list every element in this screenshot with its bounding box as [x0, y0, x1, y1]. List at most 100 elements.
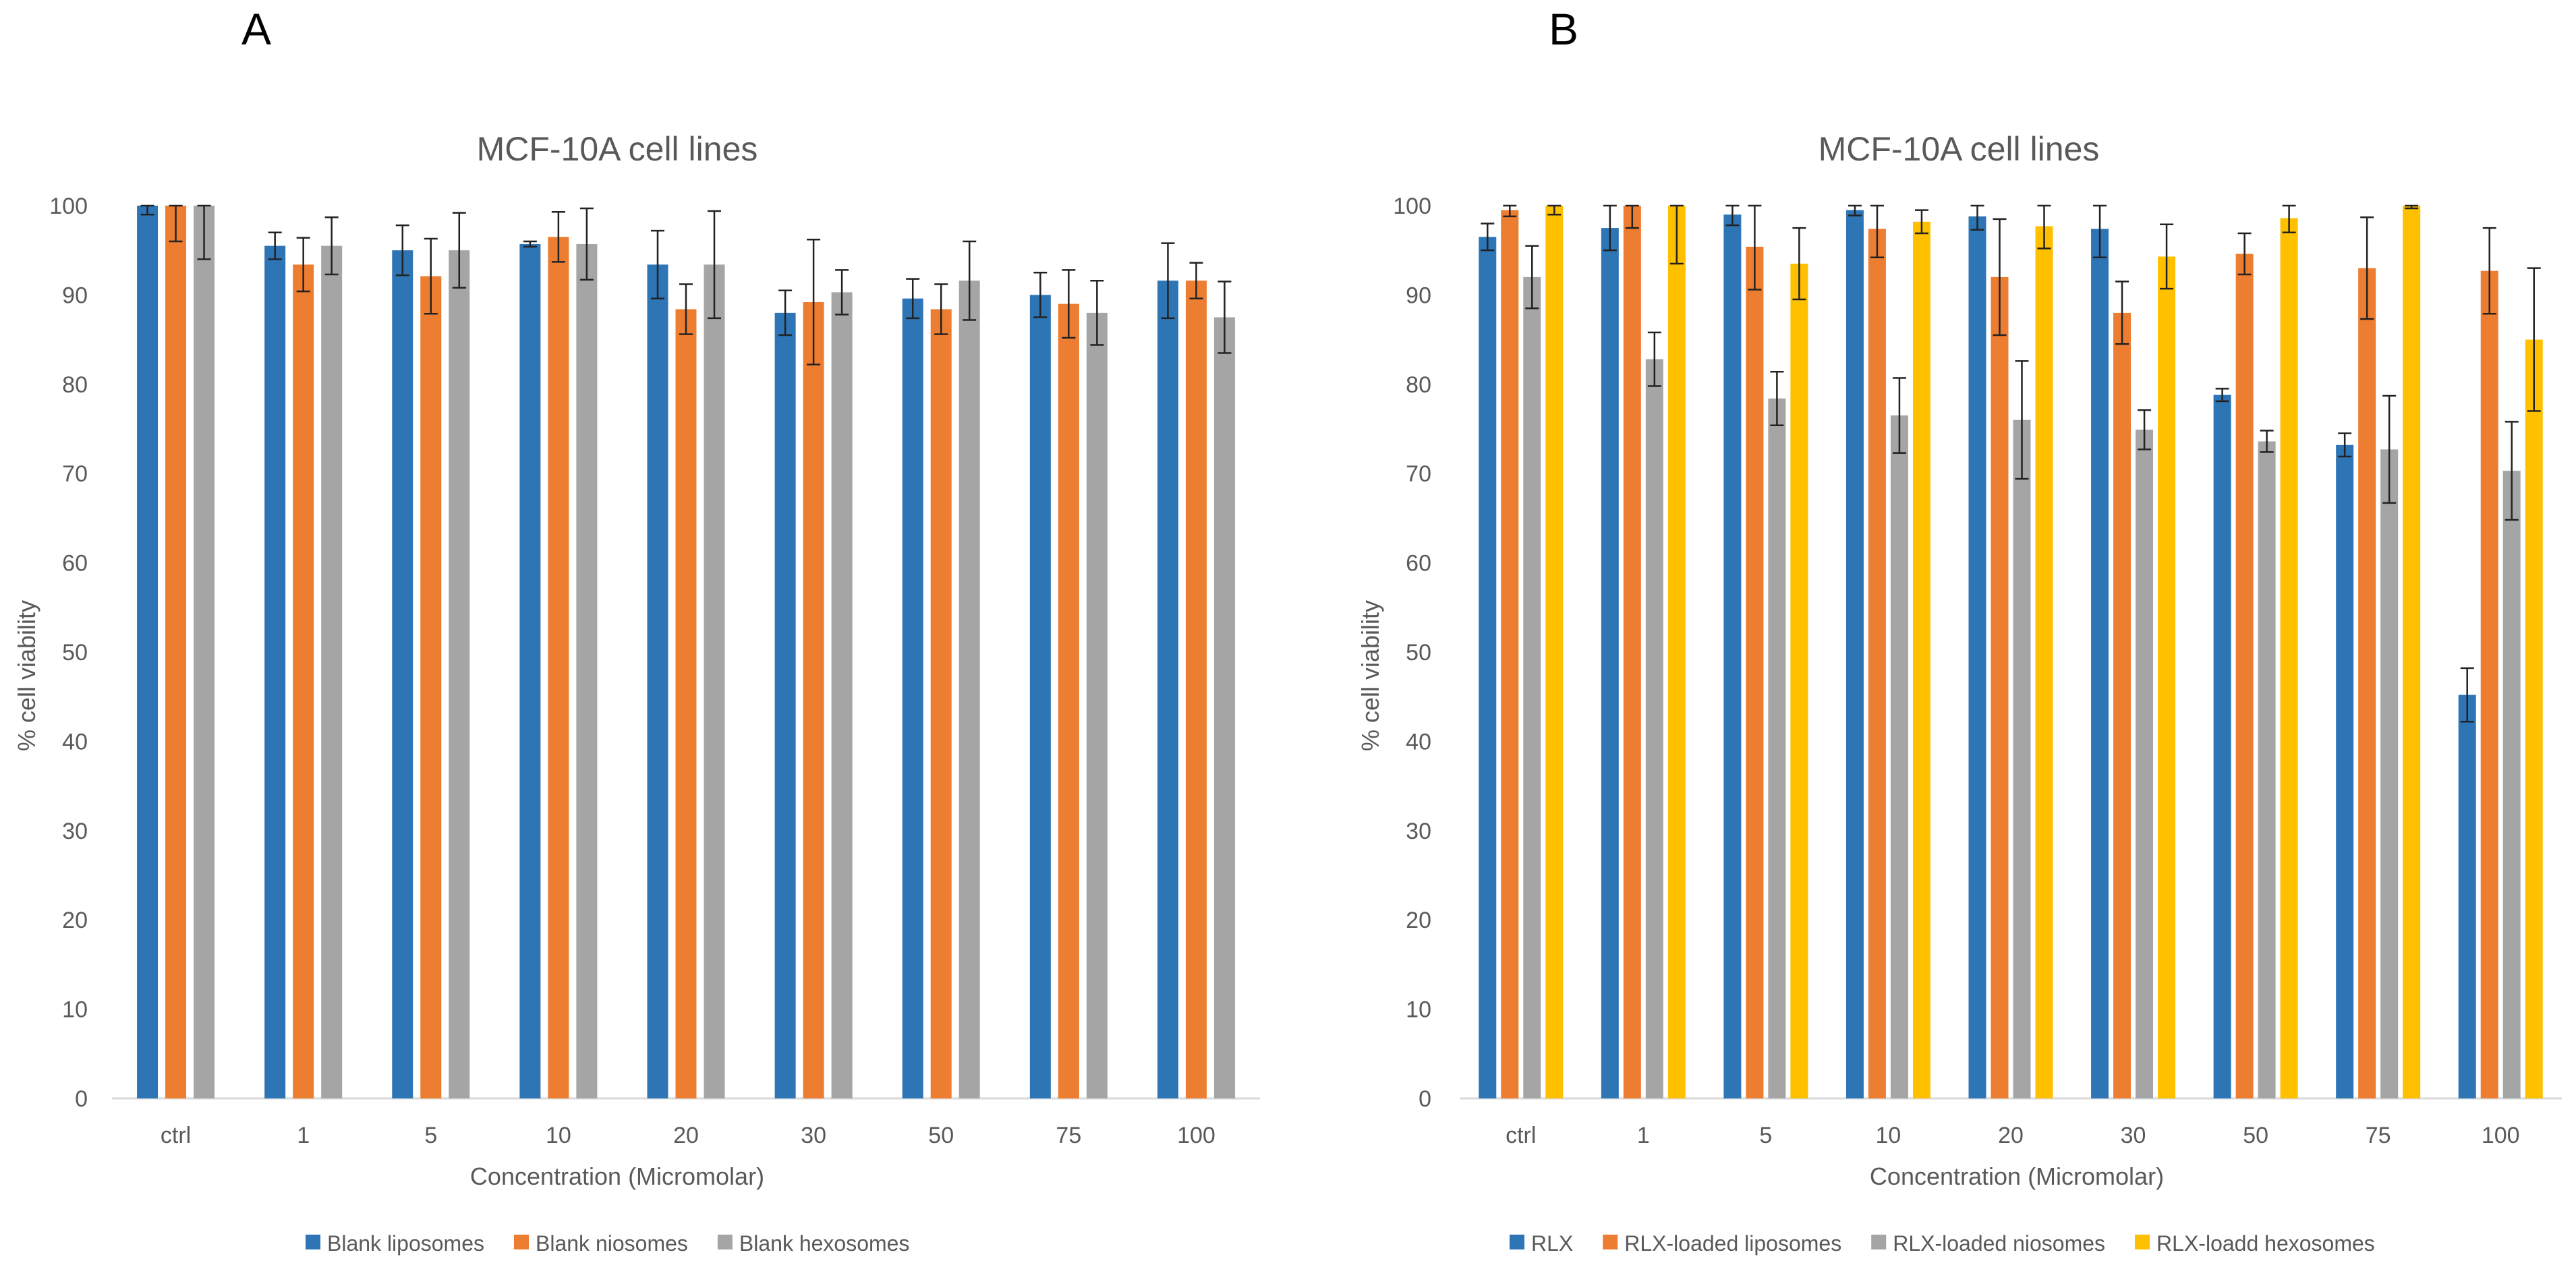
panel-a-bar — [1213, 317, 1235, 1098]
panel-a-bar — [1029, 295, 1051, 1098]
panel-b-bar — [1723, 214, 1742, 1098]
panel-a-bar — [704, 264, 725, 1098]
panel-a-x-tick-label: 30 — [801, 1123, 826, 1148]
panel-b-bar — [2035, 226, 2053, 1098]
panel-b-x-tick-label: 20 — [1998, 1123, 2024, 1148]
panel-a-legend-label: Blank liposomes — [327, 1231, 484, 1256]
panel-b-legend-swatch — [1510, 1235, 1524, 1249]
panel-b-bar — [2502, 471, 2521, 1098]
panel-a-legend-label: Blank niosomes — [536, 1231, 688, 1256]
panel-a-x-tick-label: 5 — [424, 1123, 437, 1148]
panel-a-x-tick-label: 75 — [1056, 1123, 1081, 1148]
panel-b-y-tick-label: 50 — [1406, 640, 1431, 666]
panel-b-y-axis-label: % cell viability — [1356, 600, 1384, 751]
panel-a-bar — [519, 243, 541, 1098]
panel-a-y-tick-label: 10 — [62, 997, 88, 1023]
panel-b-y-tick-label: 90 — [1406, 283, 1431, 308]
panel-a-y-tick-label: 100 — [49, 194, 88, 219]
panel-b-bar — [2213, 394, 2231, 1098]
panel-a-bar — [548, 237, 569, 1099]
panel-a-x-tick-label: 50 — [928, 1123, 954, 1148]
panel-a-bar — [1157, 281, 1178, 1098]
panel-b-bar — [1768, 398, 1786, 1098]
panel-b-bar — [1623, 206, 1641, 1098]
panel-b-legend-swatch — [1871, 1235, 1887, 1249]
panel-a-x-tick-label: 10 — [546, 1123, 571, 1148]
panel-a-x-tick-label: 20 — [673, 1123, 699, 1148]
panel-a-x-tick-label: 1 — [297, 1123, 310, 1148]
panel-a-bar — [264, 245, 286, 1099]
panel-b-plot: 0 10 20 30 40 50 60 70 80 90 100 ctrl 1 5 10 20 30 50 75 10… — [1393, 194, 2543, 1148]
panel-b-x-axis-label: Concentration (Micromolar) — [1870, 1162, 2164, 1190]
panel-a-bar — [675, 309, 697, 1099]
panel-a-bar — [194, 206, 215, 1098]
panel-a-bar — [647, 264, 668, 1098]
panel-b-bar — [1667, 206, 1686, 1098]
panel-b-bar — [2525, 339, 2543, 1099]
panel-b-x-tick-label: 5 — [1759, 1123, 1772, 1148]
panel-b-y-tick-label: 30 — [1406, 819, 1431, 844]
panel-b-bar — [1523, 276, 1541, 1098]
panel-b-bar — [1912, 221, 1930, 1098]
panel-b: B MCF-10A cell lines % cell viability Co… — [1356, 4, 2562, 1256]
panel-a-x-axis-label: Concentration (Micromolar) — [470, 1162, 764, 1190]
panel-b-x-tick-label: 75 — [2366, 1123, 2391, 1148]
panel-b-bar — [1501, 210, 1519, 1098]
panel-a-bar — [449, 250, 470, 1099]
panel-b-bar — [2013, 419, 2031, 1098]
panel-a-y-tick-label: 30 — [62, 819, 88, 844]
panel-b-y-tick-label: 20 — [1406, 908, 1431, 933]
panel-a-y-tick-label: 0 — [75, 1086, 88, 1112]
panel-b-bar — [1845, 210, 1864, 1098]
panel-b-x-tick-label: 30 — [2121, 1123, 2146, 1148]
panel-a-y-tick-label: 60 — [62, 551, 88, 577]
panel-b-bar — [1890, 415, 1908, 1098]
panel-b-bar — [1968, 216, 1986, 1099]
panel-b-legend-swatch — [2135, 1235, 2150, 1249]
panel-a: A MCF-10A cell lines % cell viability Co… — [13, 4, 1260, 1256]
panel-b-bar — [1746, 246, 1764, 1098]
panel-b-x-tick-label: 1 — [1637, 1123, 1650, 1148]
panel-b-y-tick-label: 60 — [1406, 551, 1431, 577]
panel-b-x-tick-label: ctrl — [1506, 1123, 1536, 1148]
panel-a-bar — [392, 250, 413, 1099]
panel-b-bar — [1991, 276, 2009, 1098]
panel-a-letter: A — [241, 4, 271, 54]
panel-b-legend-swatch — [1603, 1235, 1618, 1249]
panel-b-x-tick-label: 100 — [2482, 1123, 2520, 1148]
panel-b-bar — [2235, 254, 2254, 1099]
panel-a-bar — [165, 206, 187, 1098]
panel-a-y-tick-label: 40 — [62, 729, 88, 755]
panel-b-legend-label: RLX-loaded liposomes — [1624, 1231, 1841, 1256]
panel-b-y-tick-label: 0 — [1419, 1086, 1431, 1112]
panel-b-x-tick-label: 50 — [2243, 1123, 2268, 1148]
panel-a-bar — [293, 264, 314, 1098]
panel-a-legend-swatch — [717, 1235, 733, 1249]
panel-a-bar — [321, 245, 343, 1099]
panel-a-bar — [958, 281, 980, 1098]
panel-a-legend-swatch — [514, 1235, 529, 1249]
panel-a-bar — [902, 298, 923, 1098]
panel-a-bar — [1058, 303, 1079, 1098]
panel-a-bar — [1185, 281, 1207, 1098]
panel-b-bar — [2136, 430, 2154, 1098]
panel-a-bar — [831, 292, 853, 1099]
panel-b-bar — [2358, 268, 2376, 1099]
panel-b-legend-label: RLX — [1531, 1231, 1573, 1256]
panel-b-bar — [2280, 218, 2298, 1098]
panel-b-bar — [2458, 695, 2476, 1098]
panel-b-bar — [1790, 264, 1808, 1098]
panel-a-x-tick-label: ctrl — [161, 1123, 191, 1148]
panel-a-legend: Blank liposomes Blank niosomes Blank hexos… — [306, 1231, 909, 1256]
panel-b-letter: B — [1549, 4, 1578, 54]
panel-b-bar — [1601, 228, 1619, 1099]
panel-b-y-tick-label: 10 — [1406, 997, 1431, 1023]
panel-a-bar — [576, 243, 598, 1098]
panel-b-bar — [1868, 229, 1886, 1098]
panel-a-bar — [137, 206, 159, 1098]
panel-a-y-tick-label: 90 — [62, 283, 88, 308]
panel-a-legend-label: Blank hexosomes — [739, 1231, 910, 1256]
panel-a-bar — [803, 301, 824, 1099]
panel-b-bar — [1479, 237, 1497, 1099]
